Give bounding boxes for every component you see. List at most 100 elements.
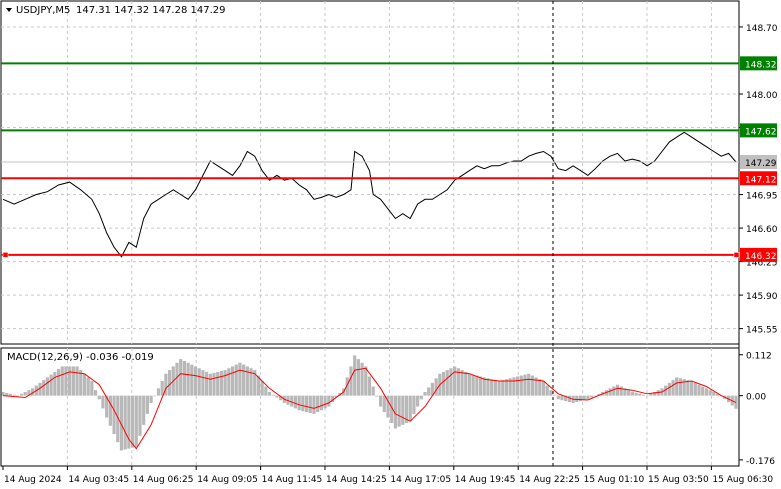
macd-histogram-bar <box>534 377 538 396</box>
macd-histogram-bar <box>279 395 283 401</box>
macd-histogram-bar <box>68 366 72 396</box>
level-price-badge <box>740 123 777 138</box>
macd-histogram-bar <box>482 377 486 396</box>
macd-histogram-bar <box>179 359 183 396</box>
macd-histogram-bar <box>316 395 320 413</box>
macd-histogram-bar <box>334 395 338 398</box>
macd-histogram-bar <box>304 395 309 413</box>
macd-histogram-bar <box>379 395 383 407</box>
macd-histogram-bar <box>60 366 64 396</box>
time-tick-label: 14 Aug 19:45 <box>455 475 516 485</box>
macd-histogram-bar <box>704 388 708 396</box>
level-price-label: 148.32 <box>745 60 777 70</box>
macd-histogram-bar <box>19 393 24 396</box>
macd-histogram-bar <box>475 375 479 396</box>
macd-histogram-bar <box>623 388 627 396</box>
macd-histogram-bar <box>434 378 438 396</box>
macd-histogram-bar <box>693 382 697 396</box>
macd-histogram-bar <box>45 377 50 396</box>
macd-histogram-bar <box>390 395 394 424</box>
macd-histogram-bar <box>671 380 675 396</box>
macd-histogram-bar <box>12 394 16 396</box>
level-handle-left[interactable] <box>2 252 9 258</box>
macd-histogram-bar <box>293 395 298 409</box>
dropdown-triangle-icon[interactable] <box>6 8 12 12</box>
macd-histogram-bar <box>652 391 657 396</box>
macd-histogram-bar <box>230 366 235 396</box>
macd-histogram-bar <box>401 395 405 425</box>
macd-histogram-bar <box>664 385 668 396</box>
macd-histogram-bar <box>667 382 671 396</box>
current-price-label: 147.29 <box>745 159 777 169</box>
macd-histogram-bar <box>593 395 597 397</box>
macd-histogram-bar <box>216 371 220 396</box>
macd-histogram-bar <box>430 382 435 396</box>
macd-histogram-bar <box>79 370 83 396</box>
macd-histogram-bar <box>323 395 327 409</box>
macd-histogram-bar <box>464 371 468 396</box>
macd-histogram-bar <box>149 395 153 403</box>
price-tick-label: 146.25 <box>746 259 778 269</box>
macd-histogram-bar <box>245 366 249 396</box>
macd-histogram-bar <box>75 366 79 396</box>
macd-histogram-bar <box>612 386 616 396</box>
macd-histogram-bar <box>349 366 353 396</box>
macd-histogram-bar <box>490 379 494 396</box>
level-price-badge <box>740 247 777 262</box>
time-tick-label: 15 Aug 06:30 <box>712 475 773 485</box>
macd-histogram-bar <box>523 374 527 396</box>
macd-histogram-bar <box>249 368 253 396</box>
macd-series <box>1 355 738 451</box>
macd-histogram-bar <box>330 395 335 403</box>
time-tick-label: 15 Aug 01:10 <box>584 475 645 485</box>
horizontal-levels[interactable] <box>1 62 740 258</box>
macd-histogram-bar <box>253 370 257 396</box>
macd-histogram-bar <box>649 393 653 396</box>
macd-histogram-bar <box>715 393 720 396</box>
macd-histogram-bar <box>238 362 242 396</box>
axes: 148.70148.00147.65146.95146.60146.25145.… <box>2 24 778 485</box>
macd-histogram-bar <box>82 373 87 396</box>
macd-histogram-bar <box>675 377 679 396</box>
macd-histogram-bar <box>564 395 568 402</box>
time-tick-label: 14 Aug 2024 <box>4 475 62 485</box>
macd-histogram-bar <box>290 395 294 407</box>
macd-histogram-bar <box>319 395 323 411</box>
macd-histogram-bar <box>501 380 505 396</box>
macd-histogram-bar <box>386 395 390 418</box>
macd-histogram-bar <box>271 394 275 396</box>
macd-histogram-bar <box>193 366 198 396</box>
macd-histogram-bar <box>164 373 168 396</box>
macd-histogram-bar <box>112 395 116 434</box>
macd-histogram-bar <box>493 380 497 396</box>
macd-histogram-bar <box>541 381 546 396</box>
macd-histogram-bar <box>371 386 375 396</box>
macd-histogram-bar <box>367 376 372 396</box>
price-line <box>2 131 737 258</box>
macd-histogram-bar <box>375 395 379 397</box>
time-tick-label: 14 Aug 09:05 <box>197 475 258 485</box>
macd-histogram-bar <box>256 375 261 396</box>
macd-histogram-bar <box>445 370 449 396</box>
time-tick-label: 14 Aug 17:05 <box>390 475 451 485</box>
macd-histogram-bar <box>382 395 386 413</box>
macd-histogram-bar <box>508 378 512 396</box>
macd-histogram-bar <box>71 366 75 396</box>
level-handle-right[interactable] <box>733 252 740 258</box>
macd-histogram-bar <box>267 391 272 396</box>
macd-histogram-bar <box>453 366 457 396</box>
macd-histogram-bar <box>353 355 357 396</box>
macd-histogram-bar <box>553 394 557 396</box>
macd-histogram-bar <box>686 380 690 396</box>
macd-histogram-bar <box>53 371 57 396</box>
macd-histogram-bar <box>56 369 61 396</box>
macd-histogram-bar <box>412 395 416 414</box>
macd-histogram-bar <box>160 381 164 396</box>
macd-histogram-bar <box>1 391 5 396</box>
macd-histogram-bar <box>641 394 646 396</box>
macd-histogram-bar <box>27 390 31 396</box>
macd-histogram-bar <box>512 377 516 396</box>
macd-histogram-bar <box>567 395 572 403</box>
